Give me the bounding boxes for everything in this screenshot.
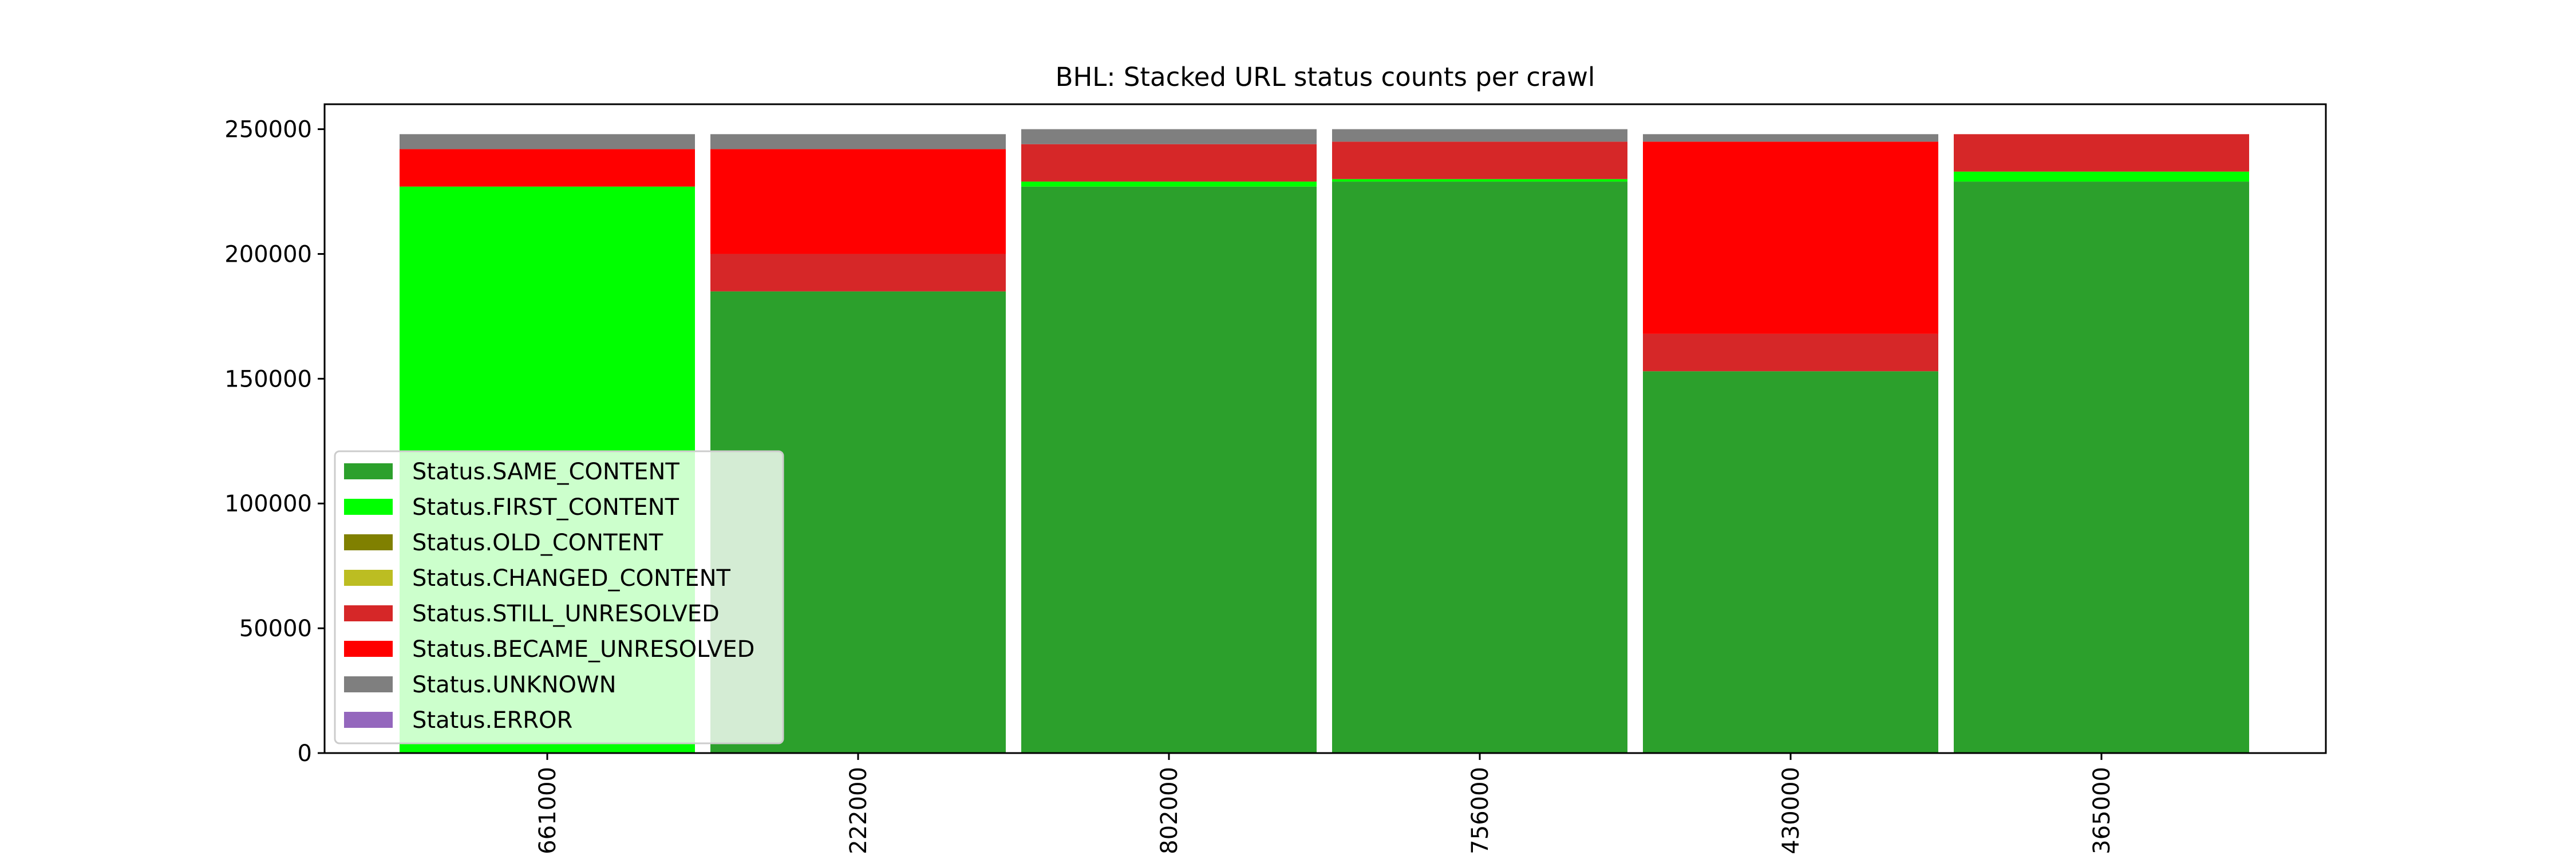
legend-swatch: [344, 641, 393, 657]
legend-swatch: [344, 605, 393, 621]
y-tick-label: 0: [298, 740, 312, 767]
legend-label: Status.OLD_CONTENT: [412, 530, 663, 556]
x-tick-label: 756000: [1467, 767, 1494, 854]
legend-label: Status.ERROR: [412, 707, 572, 734]
axes-frame: [323, 103, 2327, 754]
bar-segment: [1643, 141, 1938, 334]
x-tick-label: 430000: [1778, 767, 1804, 854]
bar-segment: [710, 149, 1006, 254]
x-tick-label: 802000: [1156, 767, 1183, 854]
legend-label: Status.FIRST_CONTENT: [412, 494, 679, 521]
legend-swatch: [344, 570, 393, 586]
bar-segment: [710, 134, 1006, 149]
x-tick-label: 365000: [2089, 767, 2115, 854]
bar-segment: [400, 134, 695, 149]
legend-label: Status.BECAME_UNRESOLVED: [412, 636, 754, 663]
x-tick-label: 661000: [535, 767, 561, 854]
bar-segment: [1021, 129, 1317, 144]
bar-segment: [1954, 182, 2249, 753]
legend-swatch: [344, 534, 393, 550]
bar-segment: [1954, 171, 2249, 182]
bar-segment: [710, 254, 1006, 291]
bar-segment: [1643, 333, 1938, 372]
y-tick-label: 100000: [224, 491, 312, 517]
bar-segment: [1332, 182, 1627, 753]
legend-swatch: [344, 499, 393, 515]
y-tick-label: 50000: [239, 616, 312, 642]
y-axis: 0 50000 100000 150000 200000 250000: [224, 117, 325, 767]
legend-box: [334, 450, 784, 744]
x-axis: 661000 222000 802000 756000 430000 365000: [535, 753, 2115, 854]
bar-segment: [1332, 179, 1627, 182]
legend-swatch: [344, 463, 393, 479]
bar-segment: [1643, 371, 1938, 753]
bar-segment: [1954, 134, 2249, 172]
legend-label: Status.STILL_UNRESOLVED: [412, 601, 720, 627]
bar-segment: [400, 149, 695, 187]
bar-segment: [1332, 141, 1627, 179]
bar-segment: [1021, 186, 1317, 753]
y-tick-label: 200000: [224, 241, 312, 267]
legend-swatch: [344, 712, 393, 728]
y-tick-label: 150000: [224, 366, 312, 392]
bar-segment: [1021, 182, 1317, 187]
chart-title: BHL: Stacked URL status counts per crawl: [1056, 62, 1595, 92]
legend-swatch: [344, 676, 393, 692]
legend-label: Status.UNKNOWN: [412, 672, 616, 698]
legend-label: Status.CHANGED_CONTENT: [412, 565, 731, 592]
bar-segment: [1021, 144, 1317, 182]
bar-segment: [1643, 134, 1938, 142]
bars-group: [400, 129, 2249, 754]
legend: Status.SAME_CONTENT Status.FIRST_CONTENT S…: [334, 450, 784, 744]
legend-label: Status.SAME_CONTENT: [412, 459, 679, 485]
bar-segment: [1332, 129, 1627, 142]
y-tick-label: 250000: [224, 117, 312, 143]
x-tick-label: 222000: [846, 767, 872, 854]
